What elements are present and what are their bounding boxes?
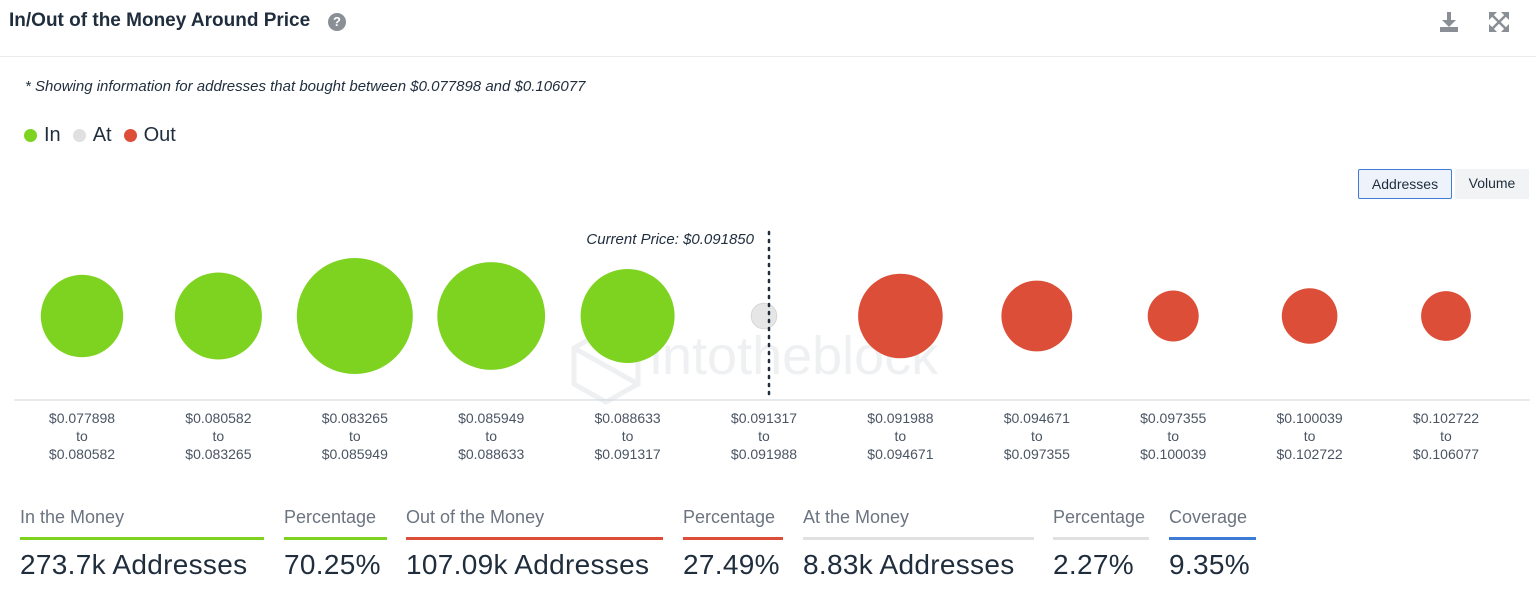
tick-label-5-to: $0.091988: [731, 446, 797, 462]
tick-label-8-to-word: to: [1167, 428, 1179, 444]
bubble-in-2[interactable]: [296, 258, 413, 374]
legend-dot-in: [24, 129, 37, 142]
tick-label-0-to: $0.080582: [49, 446, 115, 462]
stat-color-bar: [20, 537, 264, 540]
stat-value: 2.27%: [1053, 549, 1134, 580]
page-title: In/Out of the Money Around Price: [9, 10, 311, 31]
stat-percentage-3: Percentage 27.49%: [683, 507, 783, 581]
price-range-note: * Showing information for addresses that…: [25, 78, 586, 95]
stat-label: Percentage: [284, 507, 377, 527]
tick-label-6-from: $0.091988: [867, 410, 933, 426]
tick-label-2-to: $0.085949: [322, 446, 388, 462]
stat-value: 107.09k Addresses: [406, 549, 650, 580]
stat-value: 273.7k Addresses: [20, 549, 248, 580]
tick-label-8-to: $0.100039: [1140, 446, 1206, 462]
tick-label-7-to: $0.097355: [1004, 446, 1070, 462]
bubble-out-9[interactable]: [1281, 288, 1338, 344]
stat-label: In the Money: [20, 507, 125, 527]
tick-label-0-from: $0.077898: [49, 410, 115, 426]
tick-label-3-from: $0.085949: [458, 410, 524, 426]
bubble-in-4[interactable]: [580, 269, 675, 363]
tick-label-1-from: $0.080582: [185, 410, 251, 426]
tick-label-6-to-word: to: [895, 428, 907, 444]
tick-label-1-to-word: to: [213, 428, 225, 444]
legend-label-out: Out: [143, 124, 176, 146]
tick-label-8-from: $0.097355: [1140, 410, 1206, 426]
tick-label-10-from: $0.102722: [1413, 410, 1479, 426]
bubble-out-8[interactable]: [1147, 290, 1199, 342]
legend-label-at: At: [92, 124, 112, 146]
stat-label: Coverage: [1169, 507, 1248, 527]
tick-label-1-to: $0.083265: [185, 446, 251, 462]
stat-value: 70.25%: [284, 549, 381, 580]
question-circle-icon[interactable]: ?: [328, 13, 346, 31]
bubble-in-1[interactable]: [174, 272, 262, 360]
legend-item-out[interactable]: Out: [123, 124, 176, 147]
bubble-out-7[interactable]: [1001, 280, 1073, 352]
stat-label: Percentage: [683, 507, 776, 527]
tick-label-3-to: $0.088633: [458, 446, 524, 462]
tick-label-2-to-word: to: [349, 428, 361, 444]
tick-label-9-from: $0.100039: [1277, 410, 1343, 426]
tick-label-5-from: $0.091317: [731, 410, 797, 426]
legend-dot-out: [123, 129, 137, 142]
tick-label-4-to: $0.091317: [595, 446, 661, 462]
stat-value: 8.83k Addresses: [803, 549, 1015, 580]
stat-at-the-money-4: At the Money 8.83k Addresses: [803, 507, 1034, 581]
stat-percentage-1: Percentage 70.25%: [284, 507, 387, 581]
tick-label-9-to-word: to: [1304, 428, 1316, 444]
bubble-chart: intotheblock Current Price: $0.091850 $0…: [14, 230, 1530, 462]
expand-icon[interactable]: [1487, 10, 1511, 34]
tick-label-4-to-word: to: [622, 428, 634, 444]
legend-item-in[interactable]: In: [24, 124, 61, 147]
bubble-in-0[interactable]: [40, 274, 124, 358]
stat-label: Out of the Money: [406, 507, 545, 527]
bubble-out-10[interactable]: [1421, 291, 1471, 341]
tick-label-10-to-word: to: [1440, 428, 1452, 444]
legend-label-in: In: [44, 124, 61, 146]
tick-label-7-to-word: to: [1031, 428, 1043, 444]
stat-color-bar: [406, 537, 663, 540]
stat-out-of-the-money-2: Out of the Money 107.09k Addresses: [406, 507, 663, 581]
legend: In At Out: [24, 124, 188, 147]
stat-in-the-money-0: In the Money 273.7k Addresses: [20, 507, 264, 581]
tick-label-7-from: $0.094671: [1004, 410, 1070, 426]
tick-label-6-to: $0.094671: [867, 446, 933, 462]
stat-color-bar: [1053, 537, 1149, 540]
bubble-out-6[interactable]: [858, 273, 943, 359]
chart-header: In/Out of the Money Around Price ?: [0, 0, 1536, 57]
stat-coverage-6: Coverage 9.35%: [1169, 507, 1256, 581]
legend-dot-at: [72, 129, 86, 142]
tick-label-9-to: $0.102722: [1277, 446, 1343, 462]
tick-label-5-to-word: to: [758, 428, 770, 444]
tick-label-0-to-word: to: [76, 428, 88, 444]
tick-label-10-to: $0.106077: [1413, 446, 1479, 462]
tick-label-3-to-word: to: [485, 428, 497, 444]
stat-color-bar: [284, 537, 387, 540]
bubble-in-3[interactable]: [437, 262, 546, 370]
tick-label-4-from: $0.088633: [595, 410, 661, 426]
stat-label: At the Money: [803, 507, 910, 527]
stat-color-bar: [1169, 537, 1256, 540]
legend-item-at[interactable]: At: [72, 124, 112, 147]
stat-color-bar: [683, 537, 783, 540]
stat-value: 9.35%: [1169, 549, 1250, 580]
stat-value: 27.49%: [683, 549, 780, 580]
current-price-label: Current Price: $0.091850: [586, 231, 754, 248]
addresses-toggle-button[interactable]: Addresses: [1358, 169, 1452, 199]
tick-label-2-from: $0.083265: [322, 410, 388, 426]
volume-toggle-button[interactable]: Volume: [1455, 169, 1529, 199]
stat-label: Percentage: [1053, 507, 1146, 527]
download-icon[interactable]: [1437, 10, 1461, 34]
bubble-at-5[interactable]: [750, 302, 778, 330]
stat-percentage-5: Percentage 2.27%: [1053, 507, 1149, 581]
stat-color-bar: [803, 537, 1034, 540]
